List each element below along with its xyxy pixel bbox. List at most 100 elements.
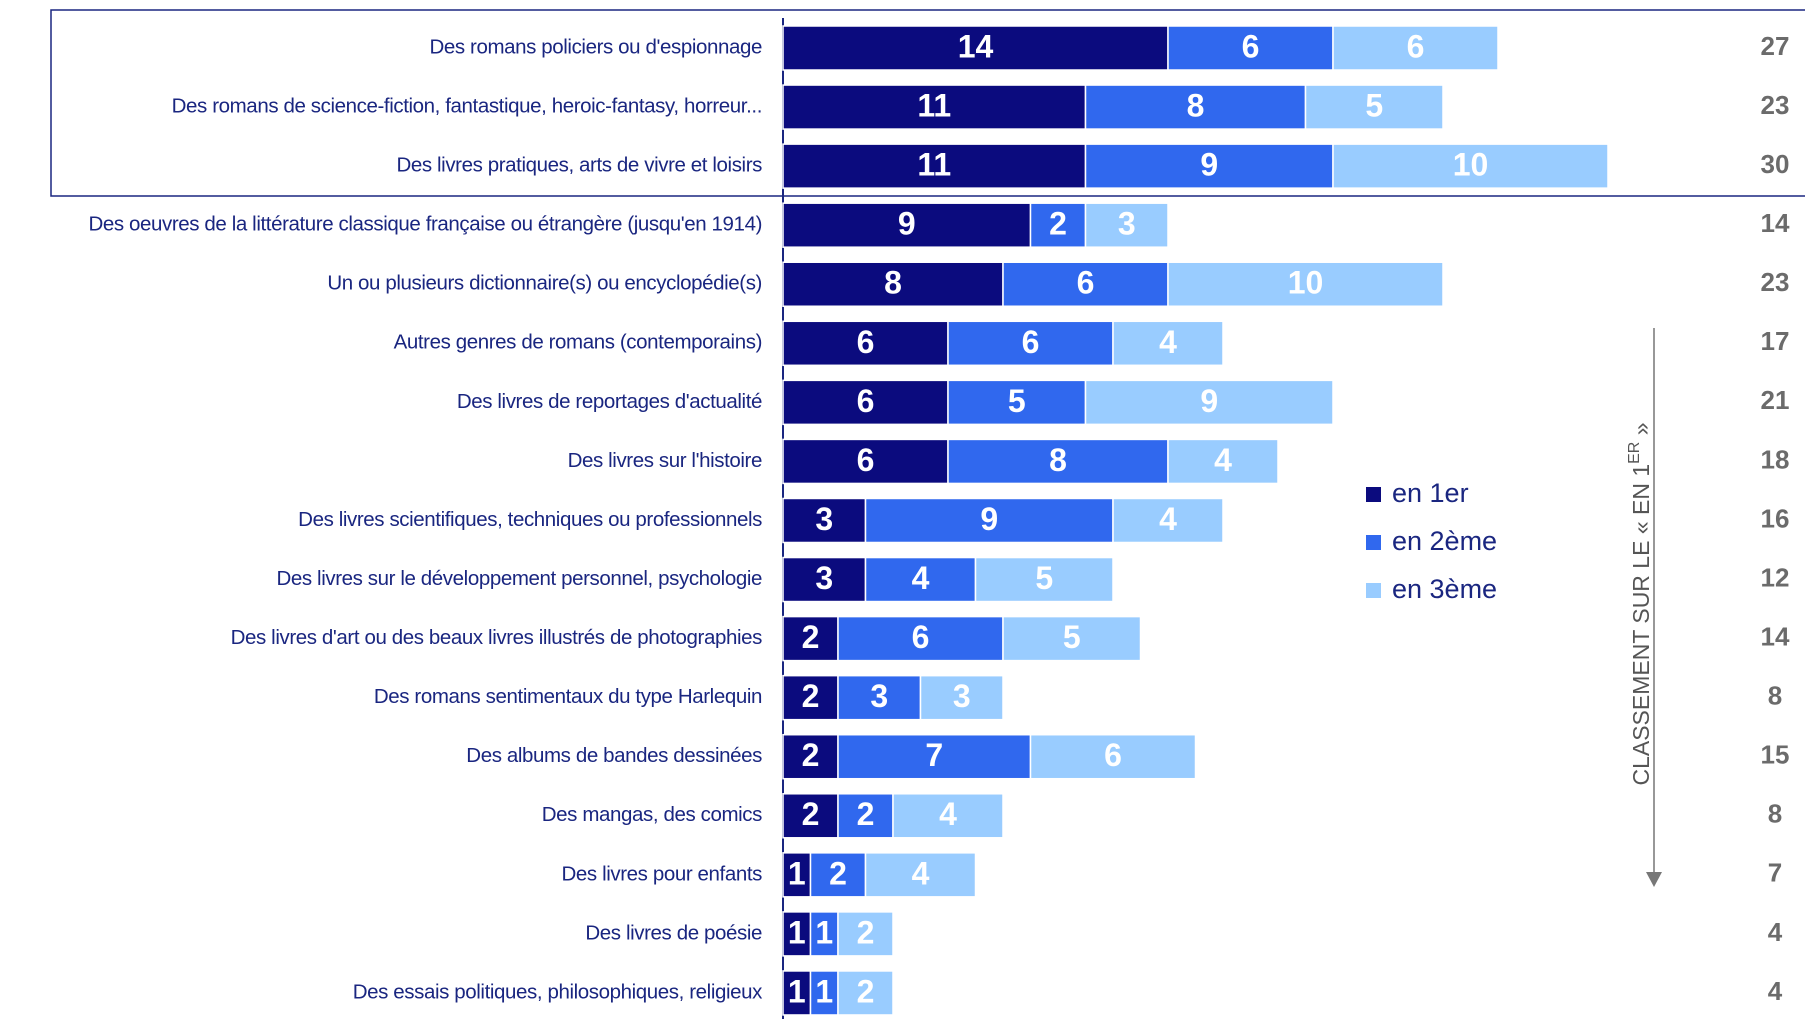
value-label: 5	[1063, 619, 1081, 655]
legend-swatch	[1366, 535, 1381, 550]
category-label: Des livres sur l'histoire	[568, 449, 762, 472]
total-label: 30	[1761, 149, 1790, 179]
value-label: 5	[1035, 560, 1053, 596]
bar-segment	[809, 852, 867, 898]
bar-segment	[1167, 438, 1279, 485]
arrow-head	[1646, 872, 1662, 887]
total-label: 4	[1768, 917, 1783, 947]
value-label: 4	[1159, 324, 1177, 360]
bar-segment	[782, 733, 839, 780]
annotation: CLASSEMENT SUR LE « EN 1ER »	[1626, 422, 1654, 785]
value-label: 9	[980, 501, 998, 537]
bar-segment	[837, 793, 894, 839]
value-label: 9	[898, 206, 916, 242]
bar-segment	[1112, 497, 1224, 544]
category-label: Des romans de science-fiction, fantastiq…	[172, 94, 762, 117]
category-label: Des livres scientifiques, techniques ou …	[298, 508, 762, 531]
category-label: Des albums de bandes dessinées	[466, 744, 762, 767]
bar-segment	[1084, 202, 1169, 248]
category-label: Des livres pour enfants	[562, 862, 763, 885]
value-label: 4	[939, 796, 957, 832]
bar-segment	[1084, 143, 1334, 189]
value-label: 2	[802, 678, 820, 714]
value-label: 6	[1077, 265, 1095, 301]
bar-segment	[837, 733, 1032, 780]
value-label: 7	[925, 737, 943, 773]
value-label: 8	[1049, 442, 1067, 478]
value-label: 6	[1407, 28, 1425, 64]
bar-segment	[974, 556, 1114, 603]
legend-swatch	[1366, 583, 1381, 598]
total-label: 8	[1768, 799, 1782, 829]
total-label: 7	[1768, 858, 1782, 888]
category-label: Des mangas, des comics	[542, 803, 762, 826]
bar-segment	[947, 320, 1114, 367]
bar-segment	[864, 852, 977, 898]
legend-label: en 1er	[1392, 478, 1469, 508]
value-label: 1	[815, 973, 833, 1009]
bar-segment	[782, 615, 839, 662]
bar-segment	[1304, 84, 1444, 130]
annotation-text: CLASSEMENT SUR LE « EN 1	[1628, 464, 1654, 786]
total-label: 18	[1761, 444, 1790, 474]
bar-segment	[782, 320, 949, 367]
bar-segment	[947, 438, 1169, 485]
legend-label: en 3ème	[1392, 574, 1497, 604]
value-label: 2	[829, 855, 847, 891]
total-label: 12	[1761, 562, 1790, 592]
bar-segment	[892, 793, 1004, 839]
bar-segment	[782, 25, 1169, 71]
value-label: 2	[1049, 206, 1067, 242]
value-label: 3	[815, 501, 833, 537]
annotation-end: »	[1628, 422, 1654, 441]
bar-segment	[782, 261, 1004, 307]
value-label: 1	[788, 914, 806, 950]
category-label: Autres genres de romans (contemporains)	[394, 331, 762, 354]
value-label: 10	[1453, 147, 1489, 183]
value-label: 5	[1365, 88, 1383, 124]
bar-segment	[837, 970, 894, 1016]
bar-segment	[837, 674, 922, 721]
bar-segment	[1084, 379, 1334, 426]
bar-segment	[1167, 25, 1334, 71]
total-label: 27	[1761, 31, 1790, 61]
value-label: 2	[802, 619, 820, 655]
value-label: 2	[857, 796, 875, 832]
value-label: 8	[1187, 88, 1205, 124]
value-label: 3	[870, 678, 888, 714]
bar-segment	[1167, 261, 1444, 307]
value-label: 6	[1022, 324, 1040, 360]
value-label: 3	[815, 560, 833, 596]
value-label: 9	[1200, 147, 1218, 183]
bar-segment	[782, 911, 812, 957]
total-label: 16	[1761, 503, 1790, 533]
bar-segment	[809, 970, 839, 1016]
value-label: 1	[788, 973, 806, 1009]
bar-segment	[1029, 733, 1197, 780]
total-label: 8	[1768, 681, 1782, 711]
bar-segment	[864, 556, 977, 603]
category-label: Des oeuvres de la littérature classique …	[88, 213, 762, 236]
total-label: 14	[1761, 208, 1790, 238]
value-label: 1	[788, 855, 806, 891]
highlight-box	[50, 9, 1805, 197]
value-label: 2	[857, 914, 875, 950]
bar-segment	[1084, 84, 1307, 130]
value-label: 4	[1214, 442, 1232, 478]
value-label: 6	[857, 442, 875, 478]
bar-segment	[1002, 615, 1142, 662]
bar-segment	[1029, 202, 1087, 248]
category-label: Des romans sentimentaux du type Harlequi…	[374, 685, 762, 708]
value-label: 5	[1008, 383, 1026, 419]
bar-segment	[782, 84, 1087, 130]
value-label: 4	[1159, 501, 1177, 537]
bar-segment	[1332, 143, 1609, 189]
total-label: 23	[1761, 90, 1790, 120]
category-label: Des livres d'art ou des beaux livres ill…	[231, 626, 763, 649]
value-label: 10	[1288, 265, 1324, 301]
bar-segment	[837, 911, 894, 957]
value-label: 3	[953, 678, 971, 714]
total-label: 17	[1761, 326, 1790, 356]
bar-segment	[1332, 25, 1499, 71]
